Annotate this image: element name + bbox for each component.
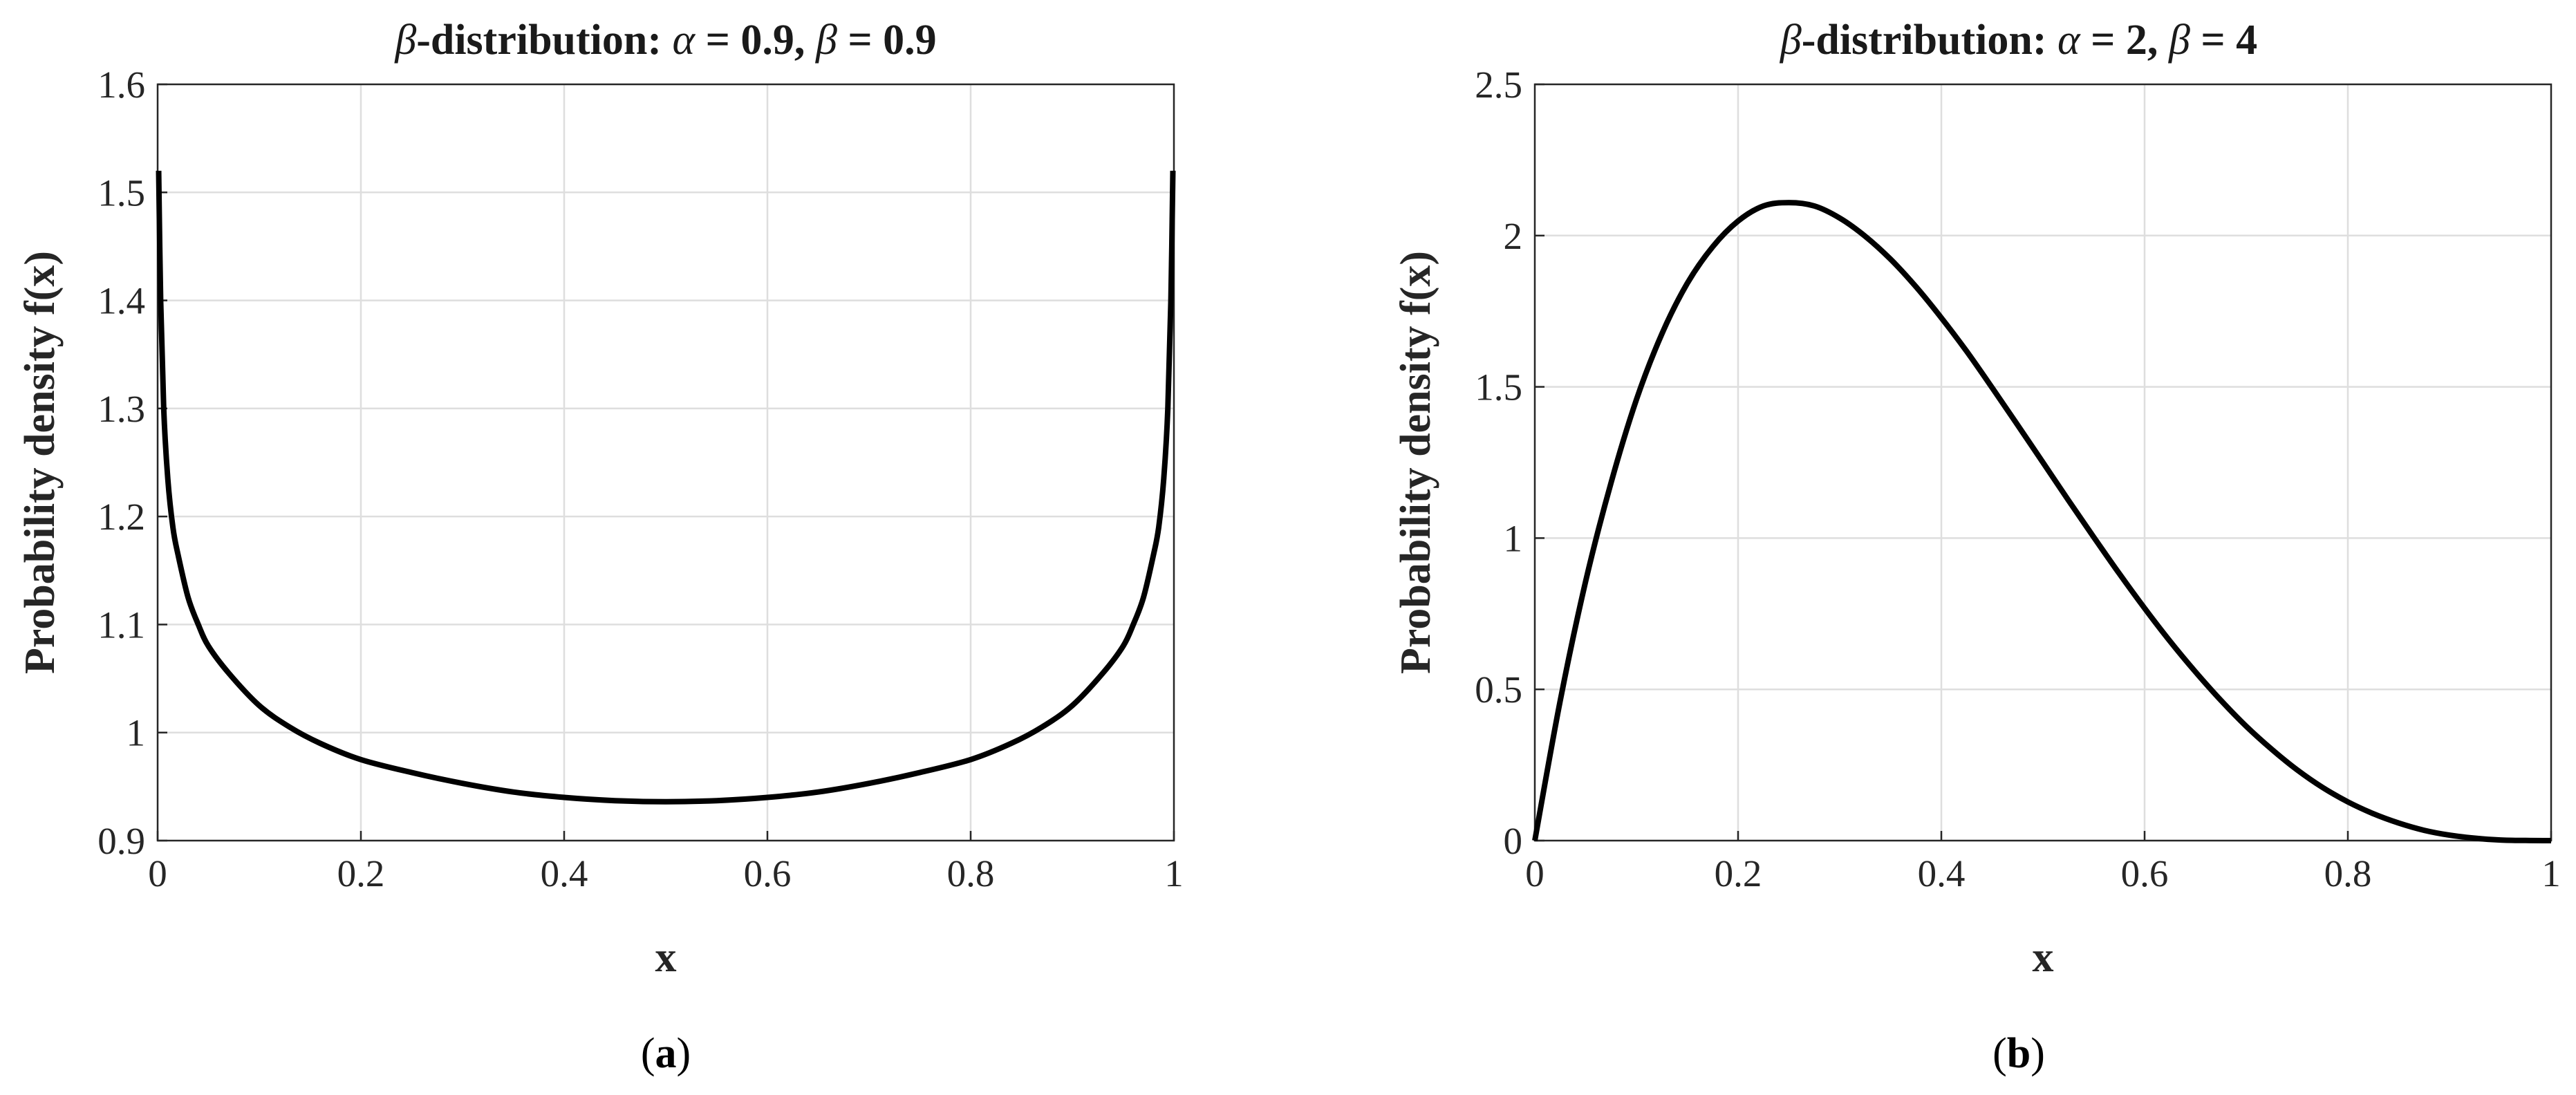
chart-a-title: β-distribution: α = 0.9, β = 0.9 <box>394 17 936 64</box>
chart-a-ytick-label: 1 <box>127 712 146 754</box>
chart-a-x-ticks: 0 0.2 0.4 0.6 0.8 1 <box>148 831 1184 895</box>
chart-a-y-ticks: 0.9 1 1.1 1.2 1.3 1.4 1.5 1.6 <box>97 64 167 862</box>
chart-a-ytick-label: 1.4 <box>97 280 145 322</box>
chart-b-xtick-label: 0.2 <box>1715 852 1762 895</box>
chart-a-xtick-label: 0.8 <box>947 852 995 895</box>
chart-a-xtick-label: 0 <box>148 852 167 895</box>
chart-b-ytick-label: 1.5 <box>1475 366 1522 409</box>
chart-a-gridlines <box>158 84 1174 841</box>
chart-a-ytick-label: 1.1 <box>97 603 145 646</box>
chart-b-xtick-label: 0.4 <box>1918 852 1966 895</box>
chart-a-xtick-label: 1 <box>1164 852 1184 895</box>
chart-a-xlabel: x <box>655 934 677 981</box>
chart-a-ytick-label: 1.6 <box>97 64 145 106</box>
chart-b-xtick-label: 1 <box>2541 852 2561 895</box>
chart-a-ylabel: Probability density f(x) <box>17 251 64 674</box>
chart-b-ytick-label: 0 <box>1504 820 1523 862</box>
chart-b-x-ticks: 0 0.2 0.4 0.6 0.8 1 <box>1525 831 2561 895</box>
chart-a-ytick-label: 1.3 <box>97 388 145 430</box>
chart-b-ytick-label: 2 <box>1504 215 1523 257</box>
chart-b-gridlines <box>1535 84 2551 841</box>
chart-b-title: β-distribution: α = 2, β = 4 <box>1780 17 2257 64</box>
chart-a-density-curve <box>156 170 1176 805</box>
chart-b-ytick-label: 1 <box>1504 517 1523 559</box>
chart-b-ylabel: Probability density f(x) <box>1392 251 1439 674</box>
chart-b-ytick-label: 0.5 <box>1475 668 1522 711</box>
chart-b-density-curve <box>1532 200 2552 843</box>
chart-panel-b: β-distribution: α = 2, β = 4 0 0.2 0.4 0.6 0… <box>1392 17 2561 1077</box>
chart-b-panel-letter: b <box>2007 1030 2031 1077</box>
chart-b-xtick-label: 0.6 <box>2121 852 2169 895</box>
chart-a-ytick-label: 1.5 <box>97 171 145 214</box>
chart-b-axes-box <box>1533 83 2552 842</box>
chart-b-xlabel: x <box>2033 934 2054 981</box>
chart-a-xtick-label: 0.2 <box>337 852 385 895</box>
chart-a-xtick-label: 0.6 <box>744 852 792 895</box>
chart-a-panel-letter: a <box>655 1030 677 1077</box>
chart-b-y-ticks: 0 0.5 1 1.5 2 2.5 <box>1475 64 1544 862</box>
chart-b-xtick-label: 0 <box>1525 852 1544 895</box>
chart-a-ytick-label: 0.9 <box>97 820 145 862</box>
chart-a-ytick-label: 1.2 <box>97 496 145 538</box>
chart-a-xtick-label: 0.4 <box>541 852 588 895</box>
chart-panel-a: β-distribution: α = 0.9, β = 0.9 0 0.2 0.4… <box>17 17 1184 1077</box>
chart-a-panel-label: (a) <box>641 1030 691 1077</box>
chart-b-panel-label: (b) <box>1992 1030 2045 1077</box>
chart-b-xtick-label: 0.8 <box>2324 852 2372 895</box>
chart-b-ytick-label: 2.5 <box>1475 64 1522 106</box>
chart-a-axes-box <box>156 83 1175 842</box>
